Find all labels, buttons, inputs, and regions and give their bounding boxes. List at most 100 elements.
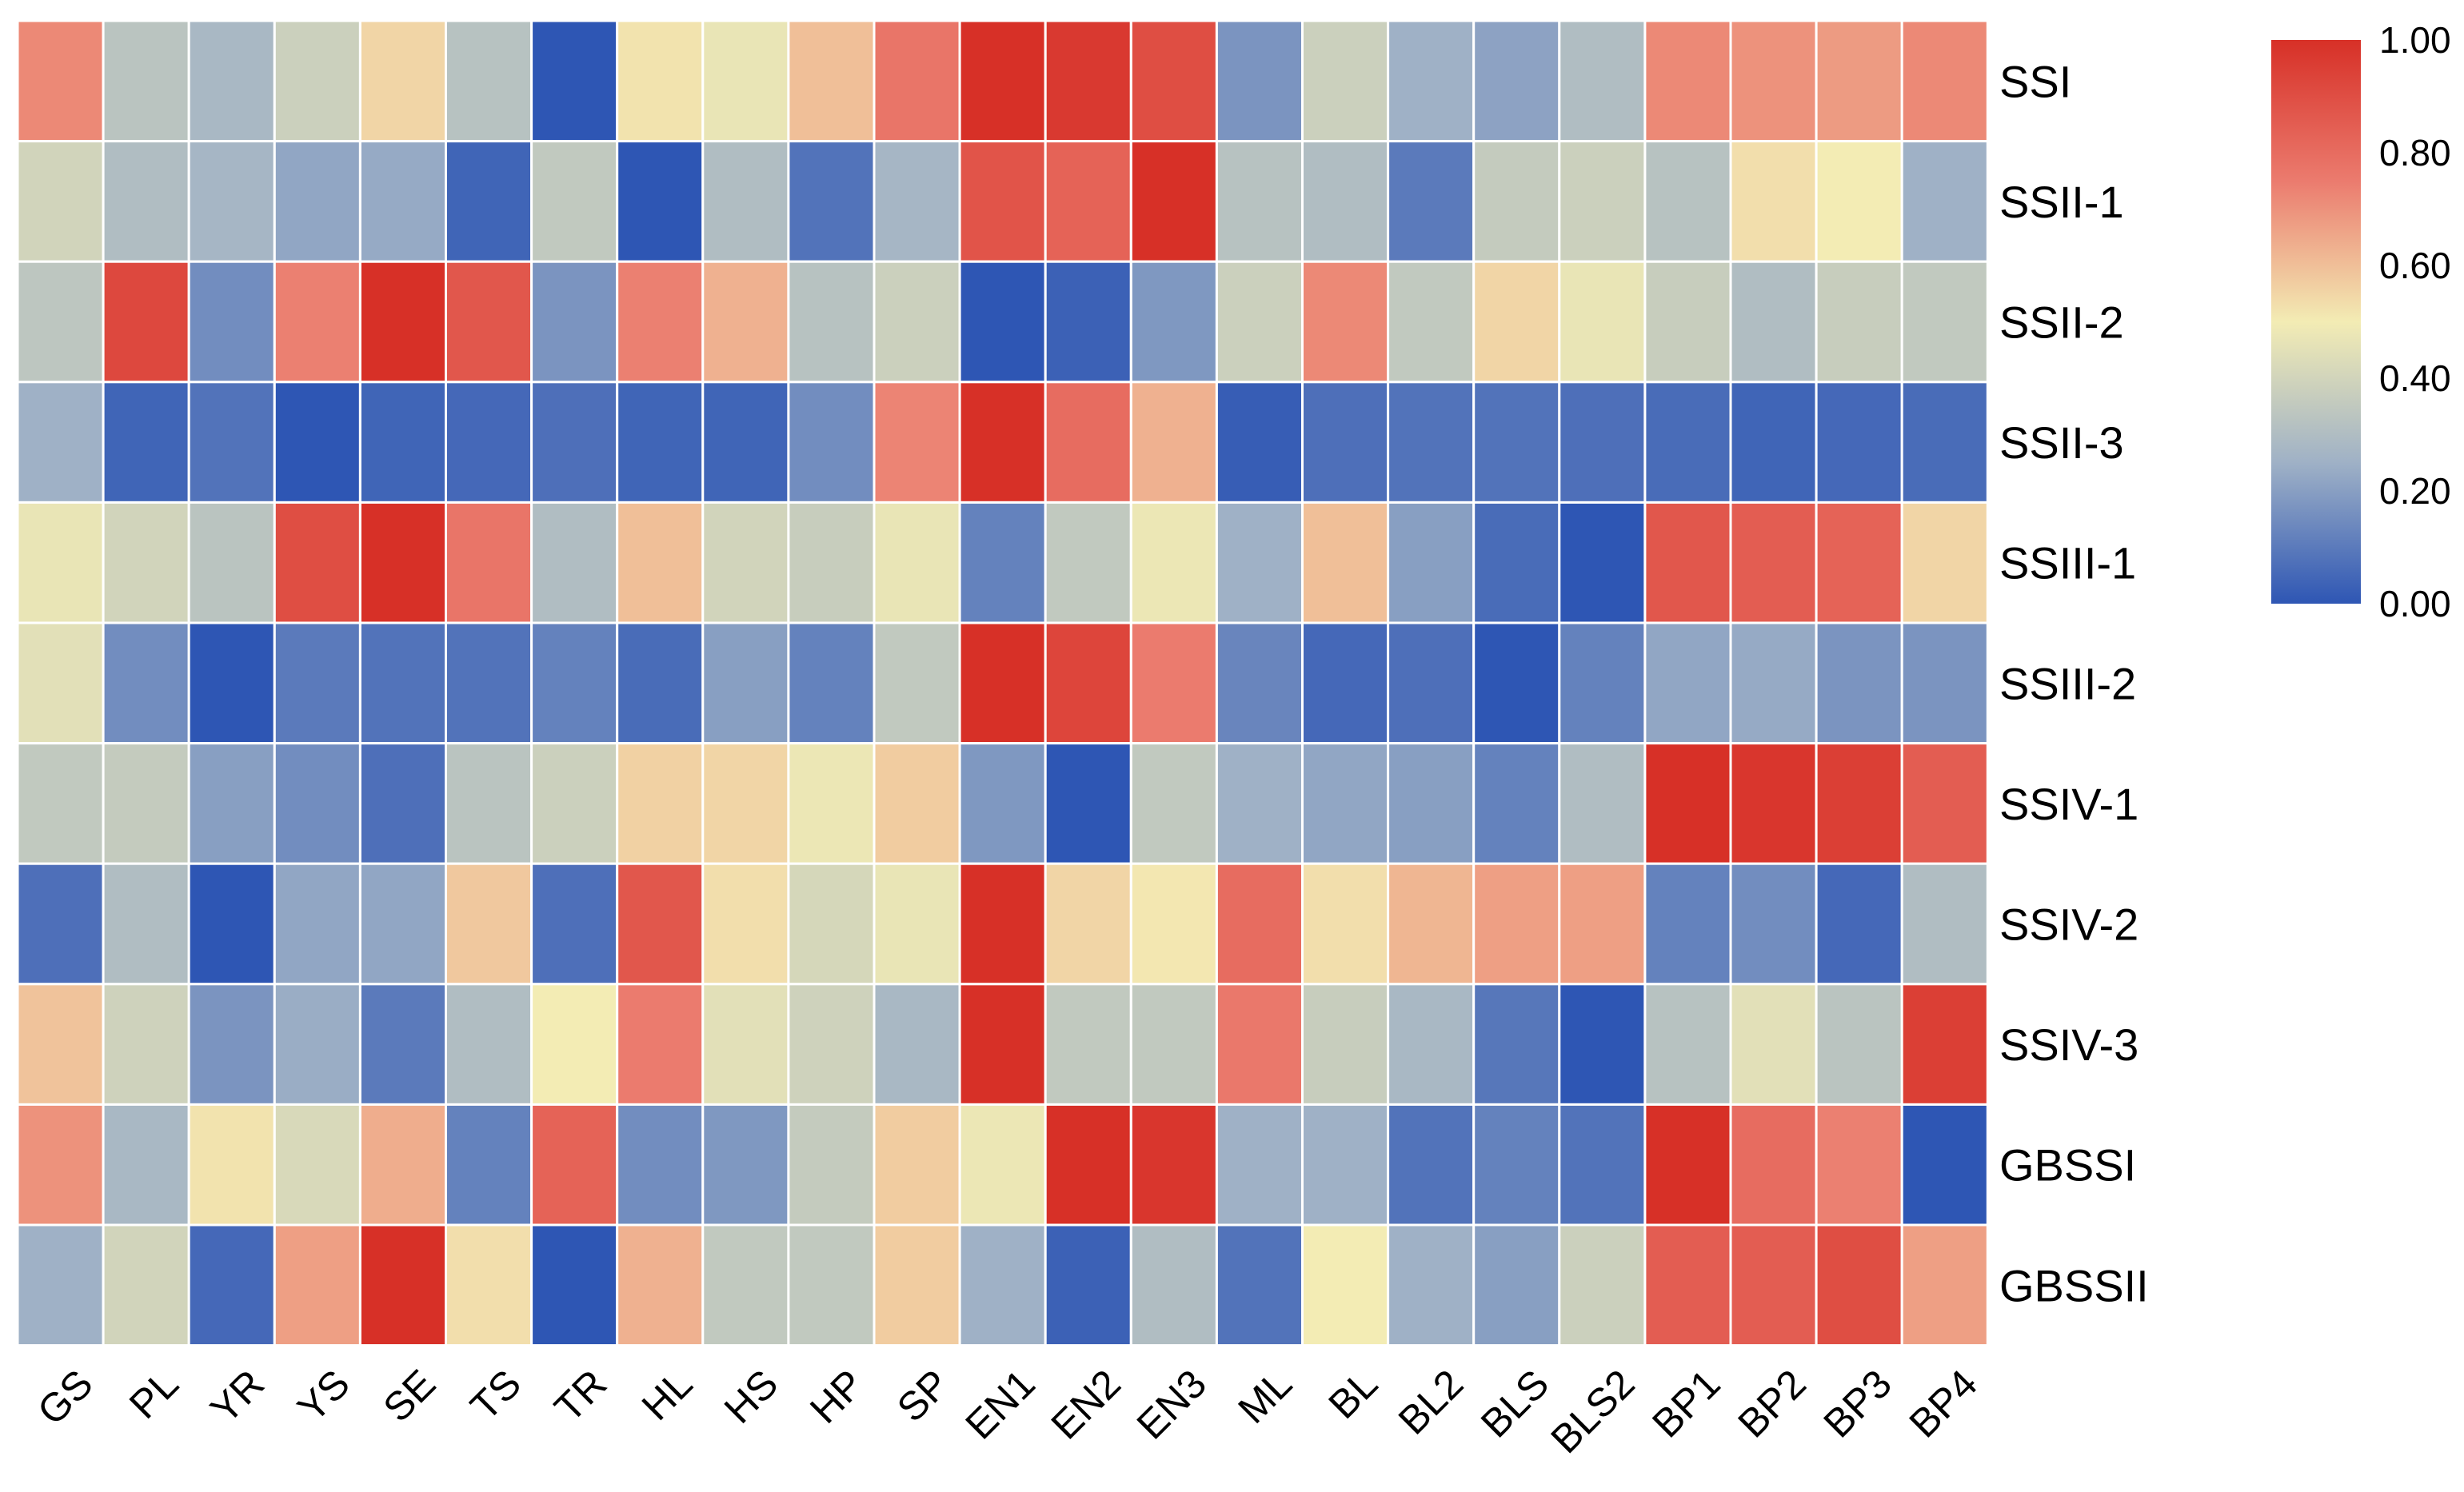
- column-label: PL: [121, 1361, 187, 1427]
- heatmap-cell-ssi-sp: [873, 19, 961, 143]
- heatmap-cell-ssii-3-hp: [787, 381, 876, 504]
- row-label: SSIV-3: [1999, 1019, 2139, 1070]
- heatmap-cell-ssii-1-en1: [958, 140, 1047, 263]
- heatmap-cell-ssii-1-bl: [1301, 140, 1390, 263]
- heatmap-cell-ssiii-1-gs: [16, 501, 105, 624]
- heatmap-cell-ssii-1-hs: [701, 140, 790, 263]
- heatmap-cell-ssii-2-hs: [701, 260, 790, 384]
- heatmap-cell-ssii-3-yr: [187, 381, 276, 504]
- heatmap-cell-ssi-pl: [102, 19, 190, 143]
- heatmap-cell-ssii-3-se: [358, 381, 447, 504]
- heatmap-cell-ssii-1-en3: [1129, 140, 1218, 263]
- heatmap-cell-ssiii-1-hs: [701, 501, 790, 624]
- heatmap-cell-ssiv-3-sp: [873, 983, 961, 1106]
- heatmap-cell-ssiv-3-bp4: [1900, 983, 1989, 1106]
- heatmap-cell-ssi-bl2: [1387, 19, 1476, 143]
- column-label: BL2: [1390, 1361, 1472, 1443]
- heatmap-cell-ssiv-1-sp: [873, 742, 961, 865]
- heatmap-cell-ssii-1-bp1: [1643, 140, 1732, 263]
- heatmap-cell-gbssi-tr: [530, 1103, 619, 1227]
- heatmap-cell-ssiv-1-ml: [1215, 742, 1304, 865]
- heatmap-cell-ssiii-2-yr: [187, 621, 276, 745]
- heatmap-cell-ssiii-2-tr: [530, 621, 619, 745]
- heatmap-cell-ssiii-1-en1: [958, 501, 1047, 624]
- heatmap-cell-gbssi-bp3: [1815, 1103, 1903, 1227]
- heatmap-cell-ssii-2-pl: [102, 260, 190, 384]
- column-label: HP: [801, 1361, 873, 1432]
- heatmap-cell-ssii-3-ys: [273, 381, 361, 504]
- heatmap-cell-ssiii-2-en1: [958, 621, 1047, 745]
- heatmap-cell-ssiv-1-ts: [445, 742, 533, 865]
- heatmap-cell-ssii-2-ys: [273, 260, 361, 384]
- column-label: GS: [29, 1361, 102, 1434]
- heatmap-cell-ssiv-2-bl: [1301, 862, 1390, 986]
- heatmap-cell-gbssii-hl: [616, 1223, 705, 1347]
- heatmap-cell-ssiv-2-en3: [1129, 862, 1218, 986]
- heatmap-cell-ssiv-2-bp2: [1729, 862, 1818, 986]
- heatmap-cell-ssiii-2-gs: [16, 621, 105, 745]
- heatmap-cell-ssiv-3-en3: [1129, 983, 1218, 1106]
- heatmap-cell-ssiii-2-ys: [273, 621, 361, 745]
- heatmap-cell-ssiv-2-ml: [1215, 862, 1304, 986]
- colorbar-tick-label: 1.00: [2379, 19, 2451, 61]
- heatmap-cell-ssii-3-en1: [958, 381, 1047, 504]
- heatmap-cell-gbssi-bp1: [1643, 1103, 1732, 1227]
- heatmap-cell-ssii-2-hp: [787, 260, 876, 384]
- heatmap-cell-ssii-2-bp3: [1815, 260, 1903, 384]
- heatmap-cell-ssiii-2-se: [358, 621, 447, 745]
- heatmap-cell-gbssii-bls2: [1558, 1223, 1647, 1347]
- heatmap-cell-ssii-3-ml: [1215, 381, 1304, 504]
- heatmap-cell-ssiv-3-en2: [1044, 983, 1132, 1106]
- heatmap-cell-ssii-1-ys: [273, 140, 361, 263]
- heatmap-cell-ssiv-2-hp: [787, 862, 876, 986]
- heatmap-cell-ssiii-2-bp2: [1729, 621, 1818, 745]
- heatmap-cell-ssiv-2-bls: [1472, 862, 1561, 986]
- heatmap-cell-ssiv-1-gs: [16, 742, 105, 865]
- heatmap-cell-ssii-3-bp2: [1729, 381, 1818, 504]
- column-label: YR: [202, 1361, 273, 1432]
- column-label: ML: [1229, 1361, 1300, 1432]
- heatmap-cell-ssi-hp: [787, 19, 876, 143]
- heatmap-cell-ssiii-1-bls2: [1558, 501, 1647, 624]
- heatmap-cell-ssii-3-bls: [1472, 381, 1561, 504]
- heatmap-cell-gbssii-bp3: [1815, 1223, 1903, 1347]
- heatmap-cell-ssii-2-se: [358, 260, 447, 384]
- heatmap-cell-ssiv-3-hl: [616, 983, 705, 1106]
- heatmap-cell-gbssii-ys: [273, 1223, 361, 1347]
- heatmap-cell-gbssii-se: [358, 1223, 447, 1347]
- heatmap-cell-ssii-2-ts: [445, 260, 533, 384]
- heatmap-cell-ssiv-3-tr: [530, 983, 619, 1106]
- heatmap-cell-ssiv-3-bl: [1301, 983, 1390, 1106]
- heatmap-cell-ssii-3-en2: [1044, 381, 1132, 504]
- heatmap-cell-ssiv-1-bp1: [1643, 742, 1732, 865]
- column-label: TS: [461, 1361, 529, 1429]
- heatmap-cell-ssiv-1-ys: [273, 742, 361, 865]
- heatmap-cell-ssiv-3-ml: [1215, 983, 1304, 1106]
- heatmap-cell-ssiii-2-pl: [102, 621, 190, 745]
- heatmap-cell-ssii-1-bp4: [1900, 140, 1989, 263]
- heatmap-cell-ssiv-1-bp4: [1900, 742, 1989, 865]
- heatmap-cell-gbssi-ml: [1215, 1103, 1304, 1227]
- column-label: TR: [546, 1361, 616, 1430]
- heatmap-cell-gbssi-bp2: [1729, 1103, 1818, 1227]
- heatmap-cell-ssiv-3-hp: [787, 983, 876, 1106]
- heatmap-cell-gbssi-pl: [102, 1103, 190, 1227]
- heatmap-cell-ssii-1-sp: [873, 140, 961, 263]
- heatmap-cell-ssii-1-bp3: [1815, 140, 1903, 263]
- heatmap-cell-ssiv-1-en1: [958, 742, 1047, 865]
- heatmap-cell-ssiv-3-gs: [16, 983, 105, 1106]
- heatmap-cell-ssiii-1-hl: [616, 501, 705, 624]
- heatmap-cell-ssiv-1-en3: [1129, 742, 1218, 865]
- colorbar-tick-label: 0.00: [2379, 583, 2451, 624]
- column-label: BP2: [1729, 1361, 1814, 1446]
- heatmap-cell-ssi-tr: [530, 19, 619, 143]
- heatmap-cell-gbssi-en1: [958, 1103, 1047, 1227]
- heatmap-cell-gbssii-hs: [701, 1223, 790, 1347]
- colorbar: 0.00 0.20 0.40 0.60 0.80 1.00: [2271, 19, 2451, 624]
- heatmap-cell-ssii-2-en1: [958, 260, 1047, 384]
- heatmap-cell-ssiv-2-ys: [273, 862, 361, 986]
- heatmap-cell-ssiv-1-pl: [102, 742, 190, 865]
- heatmap-cell-ssiv-2-bls2: [1558, 862, 1647, 986]
- heatmap-cell-ssiv-2-bp3: [1815, 862, 1903, 986]
- heatmap-cell-ssiv-2-ts: [445, 862, 533, 986]
